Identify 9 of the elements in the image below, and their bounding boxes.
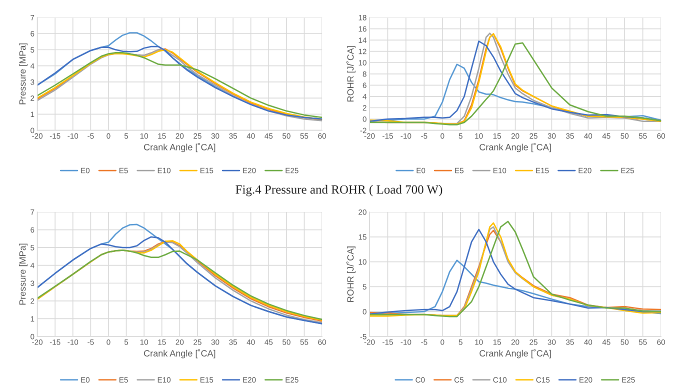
x-axis-title: Crank Angle [˚CA]: [144, 349, 216, 358]
y-axis-title: Pressure [MPa]: [19, 43, 28, 104]
y-axis-title: ROHR [J/˚CA]: [346, 246, 356, 302]
caption: Fig.4 Pressure and ROHR ( Load 700 W): [236, 184, 442, 196]
x-axis-title: Crank Angle [˚CA]: [144, 142, 216, 152]
x-axis-title: Crank Angle [˚CA]: [480, 142, 551, 152]
x-axis-title: Crank Angle [˚CA]: [480, 349, 551, 358]
y-axis-title: ROHR [J/˚CA]: [346, 46, 356, 102]
y-axis-title: Pressure [MPa]: [19, 244, 28, 305]
